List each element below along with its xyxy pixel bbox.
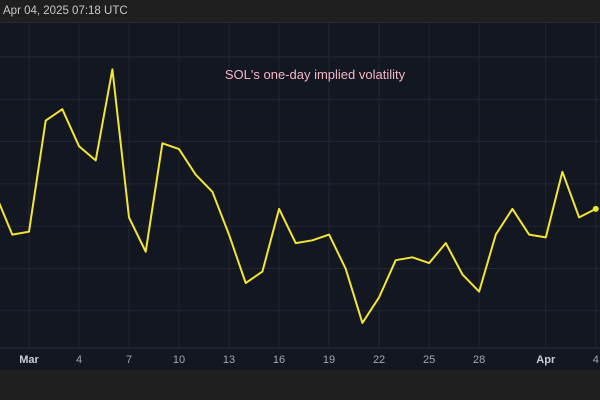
x-tick-label: 28 xyxy=(473,354,485,366)
x-tick-label: 22 xyxy=(373,354,385,366)
volatility-chart: SOL's one-day implied volatility Mar 4 7 10… xyxy=(0,23,600,370)
series-line xyxy=(0,68,597,324)
x-tick-label: 25 xyxy=(423,354,435,366)
timestamp: Apr 04, 2025 07:18 UTC xyxy=(3,5,128,17)
chart-background xyxy=(0,23,600,370)
x-tick-label: 19 xyxy=(323,354,335,366)
x-tick-label: 16 xyxy=(273,354,285,366)
x-tick-label: 13 xyxy=(223,354,235,366)
x-tick-label: Mar xyxy=(19,354,39,366)
header-bar: Apr 04, 2025 07:18 UTC xyxy=(0,0,600,23)
last-point-marker xyxy=(592,205,599,212)
x-tick-label: 10 xyxy=(173,354,185,366)
chart-title: SOL's one-day implied volatility xyxy=(225,67,406,82)
x-tick-label: 7 xyxy=(126,354,132,366)
x-tick-label: Apr xyxy=(536,354,556,366)
x-tick-label: 4 xyxy=(593,354,599,366)
x-tick-label: 4 xyxy=(76,354,82,366)
